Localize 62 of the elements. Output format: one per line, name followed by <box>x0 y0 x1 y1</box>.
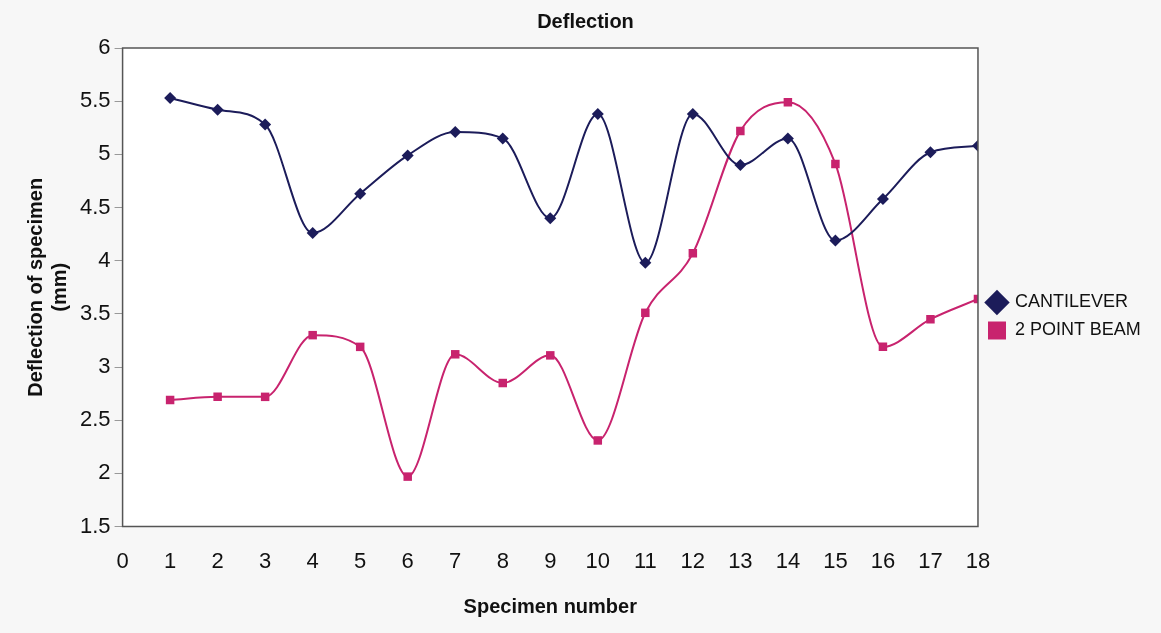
x-tick-label: 12 <box>680 547 706 573</box>
point <box>926 314 935 324</box>
x-tick-label: 1 <box>163 547 177 573</box>
point <box>403 472 412 481</box>
x-tick-label: 15 <box>823 547 848 573</box>
point <box>449 126 462 139</box>
y-tick-label: 6 <box>98 34 111 60</box>
point <box>546 351 555 360</box>
x-tick-label: 0 <box>116 547 129 573</box>
x-tick-label: 10 <box>585 547 611 573</box>
point <box>259 118 272 131</box>
point <box>829 234 842 247</box>
x-tick-label: 6 <box>401 547 414 573</box>
point <box>736 126 745 136</box>
point <box>924 146 937 159</box>
y-tick-label: 2 <box>98 459 111 485</box>
point <box>496 132 509 145</box>
point <box>641 308 650 318</box>
point <box>544 212 557 225</box>
y-tick-label: 5.5 <box>79 87 111 113</box>
x-axis-title: Specimen number <box>463 594 638 617</box>
x-tick-label: 4 <box>306 547 319 573</box>
point <box>164 91 177 104</box>
y-tick-label: 5 <box>98 140 111 166</box>
point <box>831 159 840 169</box>
point <box>308 330 317 340</box>
chart-title: Deflection <box>537 9 634 32</box>
y-tick-label: 4.5 <box>79 193 111 219</box>
y-tick-label: 4 <box>98 246 111 272</box>
point <box>401 149 414 162</box>
point <box>450 350 460 359</box>
point <box>211 103 224 116</box>
y-tick-label: 3 <box>98 353 111 379</box>
point <box>213 392 222 402</box>
x-tick-label: 16 <box>870 547 896 573</box>
x-tick-label: 8 <box>496 547 509 573</box>
point <box>688 249 698 258</box>
point <box>591 107 604 120</box>
y-tick-label: 3.5 <box>79 299 111 325</box>
x-tick-label: 2 <box>211 547 224 573</box>
y-tick-label: 2.5 <box>79 406 111 432</box>
y-axis-title: Deflection of specimen (mm) <box>23 177 70 397</box>
point <box>686 107 699 120</box>
legend-label: CANTILEVER <box>1014 291 1128 312</box>
x-tick-label: 9 <box>544 547 557 573</box>
legend-label: 2 POINT BEAM <box>1014 319 1141 340</box>
x-tick-label: 18 <box>965 547 991 573</box>
point <box>354 187 367 200</box>
point <box>781 132 794 145</box>
x-tick-label: 5 <box>354 547 367 573</box>
x-tick-label: 7 <box>449 547 462 573</box>
y-tick-label: 1.5 <box>79 512 111 538</box>
point <box>734 158 747 171</box>
x-tick-label: 14 <box>775 547 801 573</box>
point <box>306 227 319 240</box>
point <box>876 193 889 206</box>
x-tick-label: 11 <box>633 547 657 573</box>
point <box>639 256 652 269</box>
x-tick-label: 3 <box>259 547 272 573</box>
x-tick-label: 17 <box>918 547 943 573</box>
point <box>593 436 603 445</box>
x-tick-label: 13 <box>728 547 753 573</box>
